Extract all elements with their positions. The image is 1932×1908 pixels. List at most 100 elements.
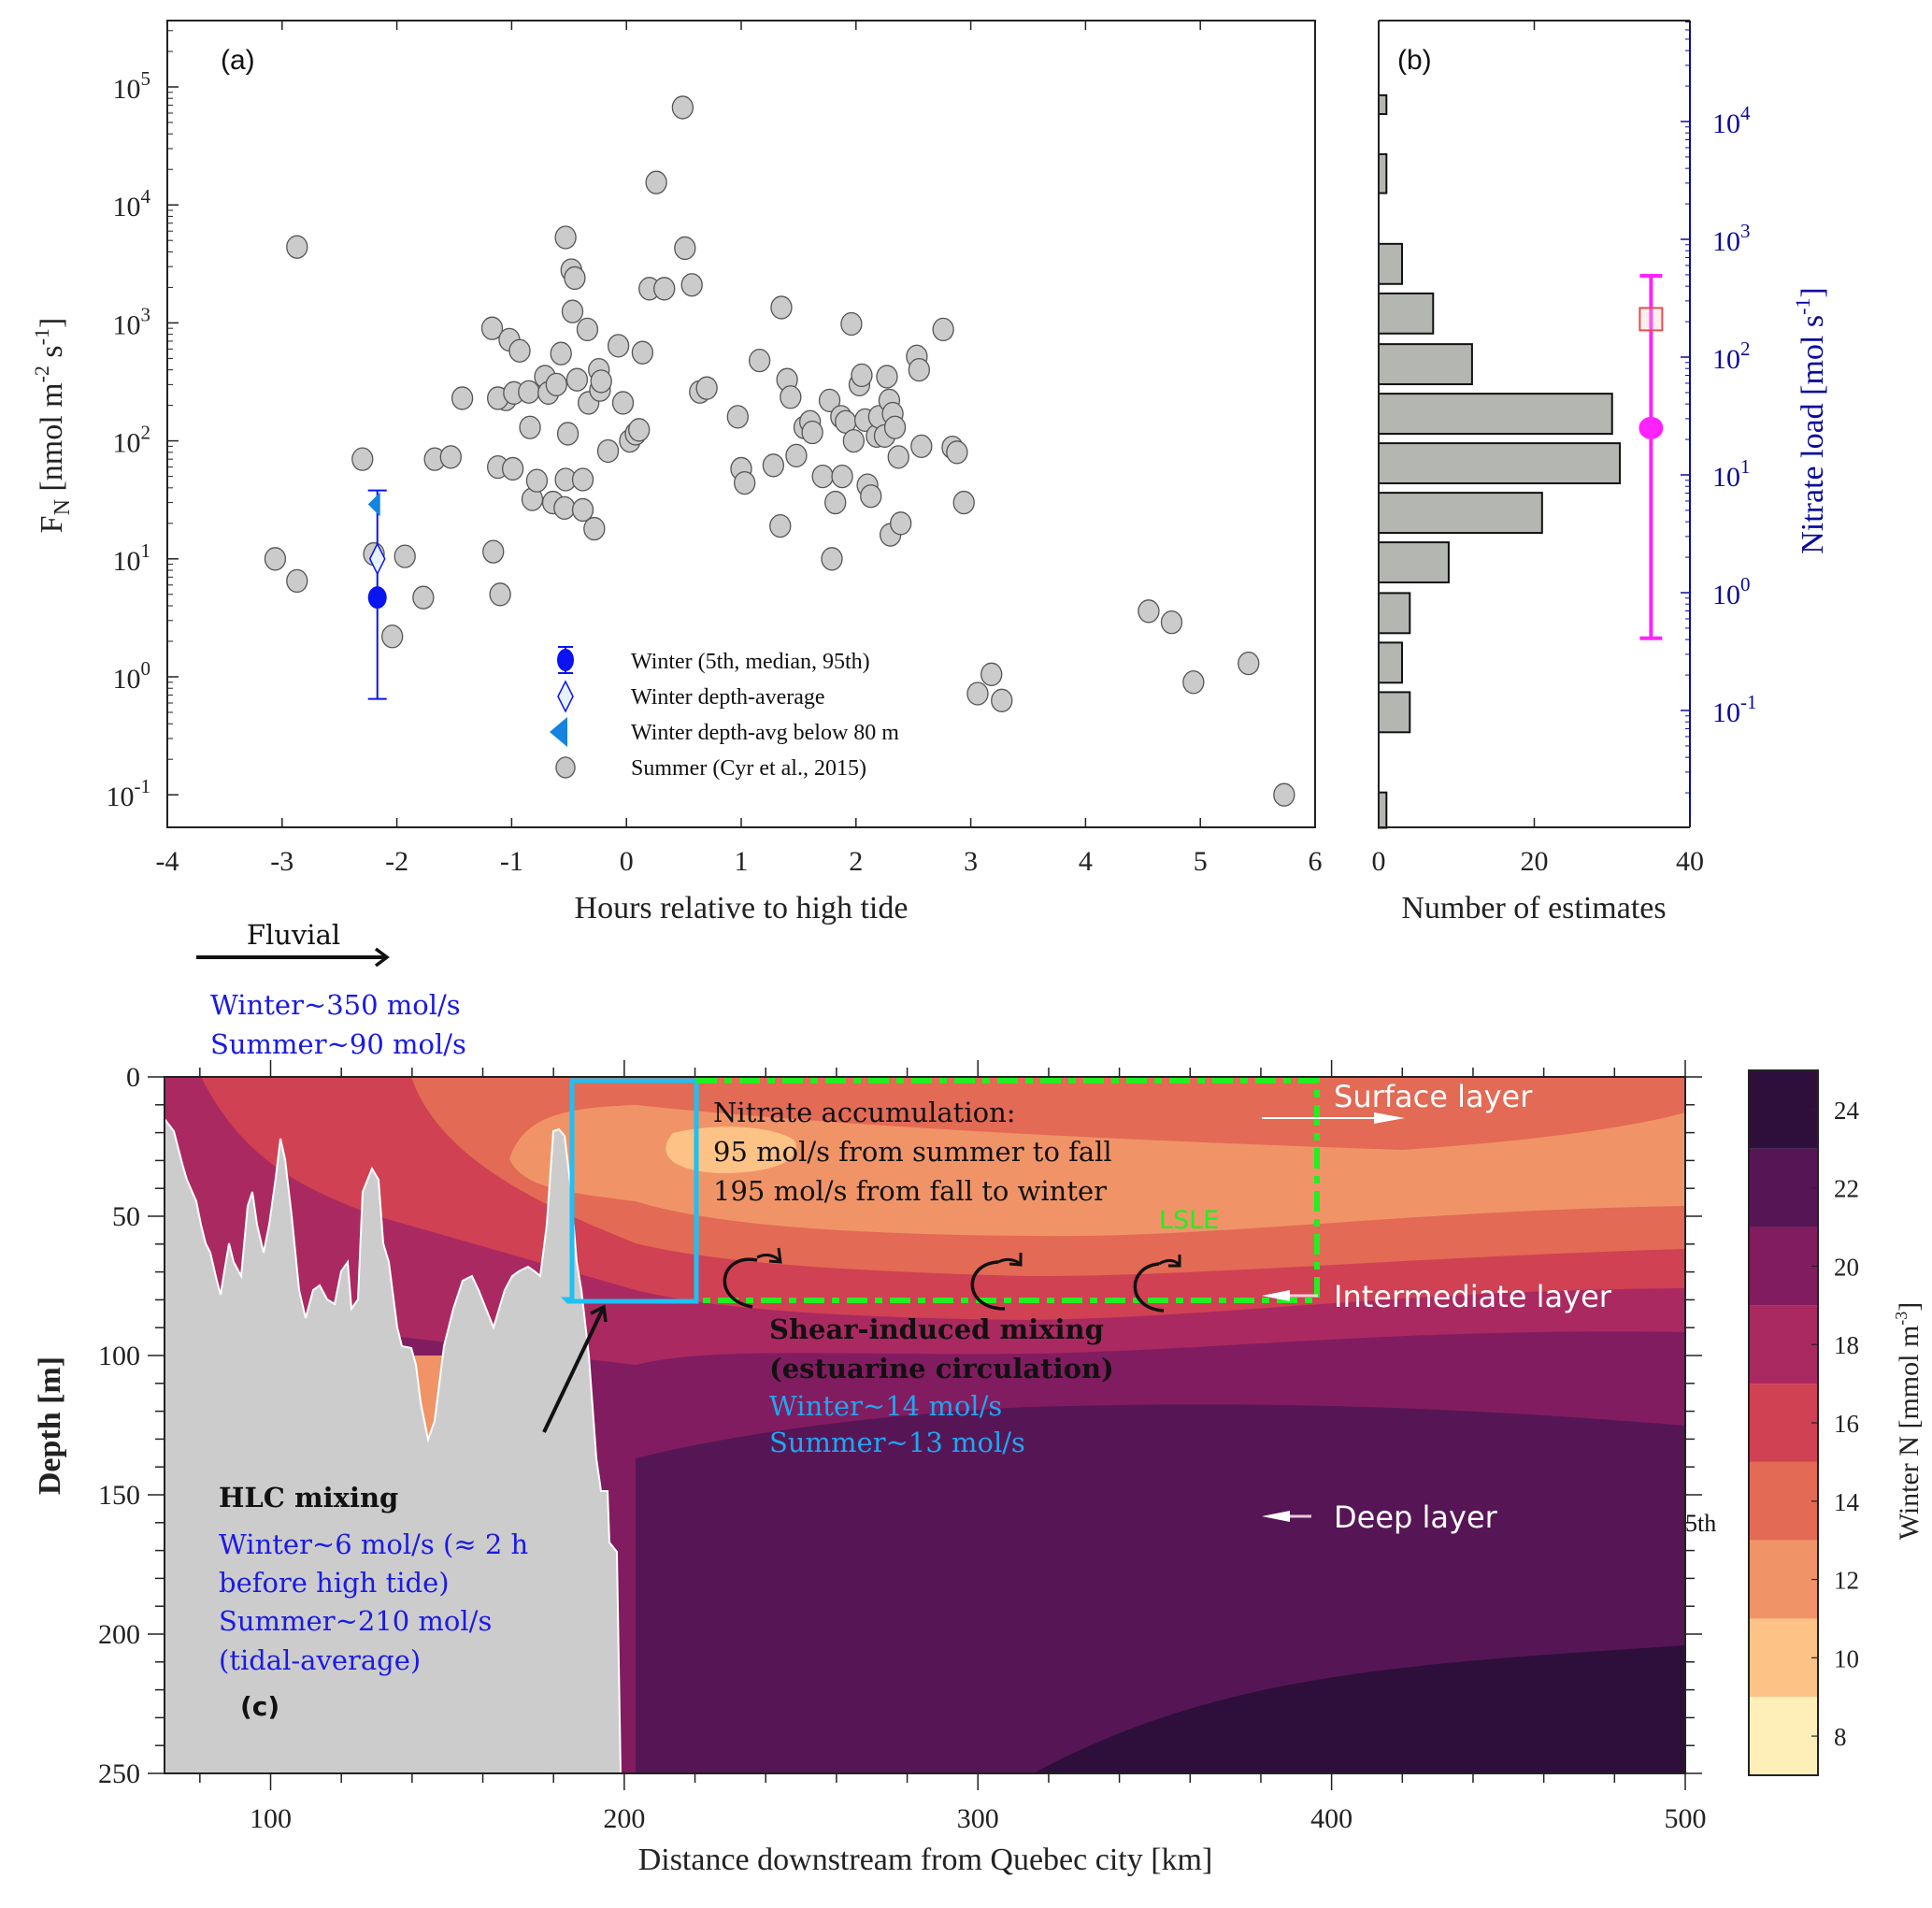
legend-item-winter: Winter (5th, median, 95th) [557,646,870,674]
summer-point [1138,599,1160,624]
deep-layer-label: Deep layer [1334,1499,1498,1535]
summer-point [653,277,676,301]
colorbar-tick-label: 20 [1834,1253,1859,1281]
summer-point [576,317,599,342]
summer-point [811,464,834,489]
mixing-arrow-icon-2 [970,1253,1023,1311]
legend-winter-marker [557,649,574,671]
summer-point [932,317,954,342]
panel-c: 100 200 300 400 500 0 50 100 150 200 250 LSLE Nit… [33,1060,1925,1877]
fluvial-arrow-head-icon [374,947,390,968]
shear-title: Shear-induced mixing [769,1313,1104,1345]
bathymetry [165,1117,623,1773]
y-tick-label: 100 [113,657,151,695]
summer-point [264,547,287,571]
summer-point [695,376,718,400]
y-tick-label: 10-1 [107,775,151,812]
panel-c-ylabel: Depth [m] [33,1356,67,1495]
lsle-box [696,1078,1320,1303]
summer-point [840,311,863,337]
winter-median-marker [367,586,387,610]
accumulation-line2: 195 mol/s from fall to winter [713,1175,1107,1207]
colorbar-level [1749,1697,1818,1775]
x-tick-label: -4 [156,846,179,877]
histogram-bar [1378,393,1613,436]
summer-point [946,440,968,465]
colorbar-level [1749,1305,1818,1384]
intermediate-arrow-icon [1262,1290,1290,1301]
histogram-bar [1378,442,1622,485]
right-tick-label: 104 [1712,102,1751,139]
summer-point [890,511,912,536]
summer-point [286,568,308,594]
y-tick-label: 0 [126,1062,140,1093]
histogram-bar [1378,592,1411,635]
summer-point [966,681,989,706]
summer-point [412,585,435,610]
fluvial-label: Fluvial [247,919,340,951]
summer-point [674,236,696,261]
summer-point [910,434,933,459]
shear-winter: Winter~14 mol/s [769,1390,1002,1422]
colorbar-tick-label: 14 [1834,1488,1860,1516]
summer-point [821,547,843,571]
x-tick-label: 100 [250,1803,292,1834]
colorbar-level [1749,1540,1818,1619]
summer-point [501,456,524,481]
histogram-bar [1378,492,1543,535]
summer-point [1238,651,1260,676]
mixing-arrow-icon-1 [723,1247,782,1309]
summer-point [596,438,620,464]
summer-point [439,445,462,469]
right-tick-label: 100 [1712,573,1751,610]
histogram-bars [1378,93,1622,829]
panel-b-x-ticks: 0 20 40 [1372,21,1704,877]
summer-point [545,372,567,397]
histogram-bar [1378,641,1403,684]
colorbar-label: Winter N [mmol m-3] [1892,1302,1925,1541]
lsle-label: LSLE [1159,1206,1219,1235]
x-tick-label: 200 [603,1803,645,1834]
panel-b-right-ylabel: Nitrate load [mol s-1] [1791,287,1830,554]
panel-a-label: (a) [221,45,255,76]
histogram-bar [1378,242,1403,285]
winter-markers [367,489,387,700]
shear-subtitle: (estuarine circulation) [769,1353,1114,1384]
shear-summer: Summer~13 mol/s [769,1427,1025,1458]
legend-item-summer: Summer (Cyr et al., 2015) [555,756,866,781]
deep-layer-annotation: Deep layer [1262,1499,1498,1535]
histogram-bar [1378,292,1435,335]
colorbar [1749,1070,1818,1775]
fluvial-annotation: Fluvial Winter~350 mol/s Summer~90 mol/s [196,919,466,1060]
hlc-title: HLC mixing [219,1482,398,1513]
x-tick-label: 500 [1665,1803,1707,1834]
summer-point [824,490,847,515]
summer-point [801,420,823,445]
summer-point [556,422,580,446]
legend-label: Winter depth-average [631,685,825,710]
summer-point [394,544,416,568]
colorbar-level [1749,1384,1818,1462]
colorbar-tick-label: 16 [1834,1410,1859,1438]
summer-point [565,367,589,392]
colorbar-level [1749,1148,1818,1227]
x-tick-label: -3 [270,846,293,877]
summer-point [780,385,802,409]
summer-point [1273,782,1295,807]
summer-point [645,170,667,194]
summer-point [351,447,374,471]
x-tick-label: 400 [1310,1803,1352,1834]
summer-point [480,316,504,340]
surface-layer-annotation: Surface layer [1262,1079,1533,1124]
y-tick-label: 101 [113,539,151,577]
panel-a: -4 -3 -2 -1 0 1 2 3 4 5 6 10-1 100 101 102 103 104 105 (… [30,20,1323,925]
fluvial-summer: Summer~90 mol/s [210,1028,466,1060]
summer-point [952,490,975,515]
summer-point [726,405,749,429]
y-tick-label: 250 [98,1758,140,1789]
summer-point [883,415,907,439]
panel-b-label: (b) [1397,45,1432,76]
summer-point [831,464,853,489]
summer-point [748,348,771,373]
summer-point [628,418,651,442]
